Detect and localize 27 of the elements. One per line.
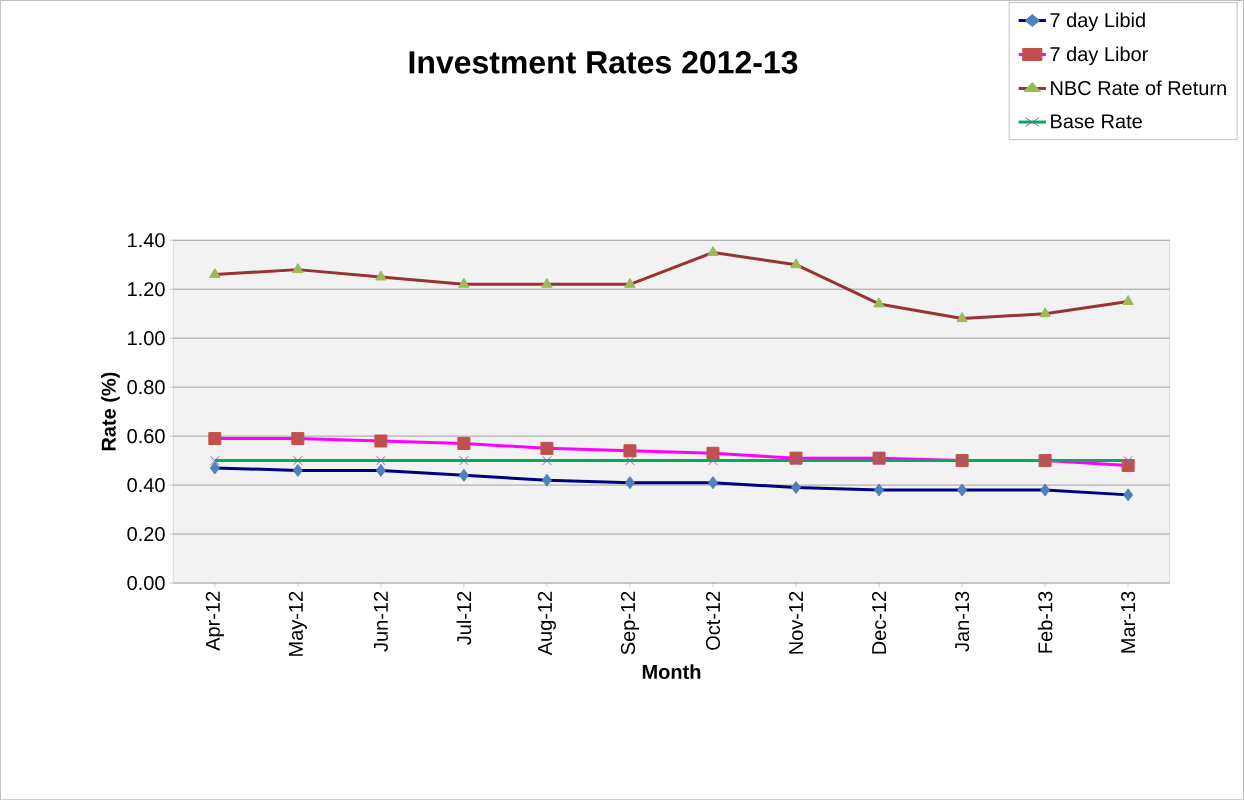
x-tick-label: Oct-12	[705, 591, 721, 650]
x-tick-label: Jun-12	[373, 591, 388, 652]
y-tick-label: 0.20	[127, 526, 165, 541]
y-tick-label: 1.00	[128, 330, 165, 346]
y-tick-label: 0.80	[127, 379, 165, 395]
y-tick-label: 0.00	[127, 575, 165, 590]
y-tick-label: 0.60	[127, 428, 165, 444]
y-tick-label: 0.40	[127, 477, 165, 493]
x-tick-label: Dec-12	[871, 591, 887, 654]
legend-label: Base Rate	[1051, 114, 1142, 129]
x-axis-title: Month	[642, 664, 701, 679]
y-tick-label: 1.40	[128, 233, 165, 248]
x-tick-label: Feb-13	[1037, 591, 1053, 653]
x-tick-label: Jan-13	[955, 591, 970, 652]
x-tick-label: May-12	[288, 591, 307, 656]
legend-label: 7 day Libor	[1050, 46, 1148, 66]
chart-title: Investment Rates 2012-13	[409, 50, 798, 74]
y-tick-label: 1.20	[128, 282, 165, 297]
x-tick-label: Nov-12	[788, 591, 804, 654]
legend-label: 7 day Libid	[1050, 12, 1145, 32]
y-axis-title: Rate (%)	[101, 372, 120, 451]
legend-label: NBC Rate of Return	[1051, 80, 1226, 95]
x-tick-label: Sep-12	[620, 591, 640, 655]
x-tick-label: Mar-13	[1121, 591, 1136, 653]
x-tick-label: Aug-12	[537, 591, 556, 656]
x-tick-label: Jul-12	[456, 591, 472, 645]
x-tick-label: Apr-12	[205, 591, 224, 651]
